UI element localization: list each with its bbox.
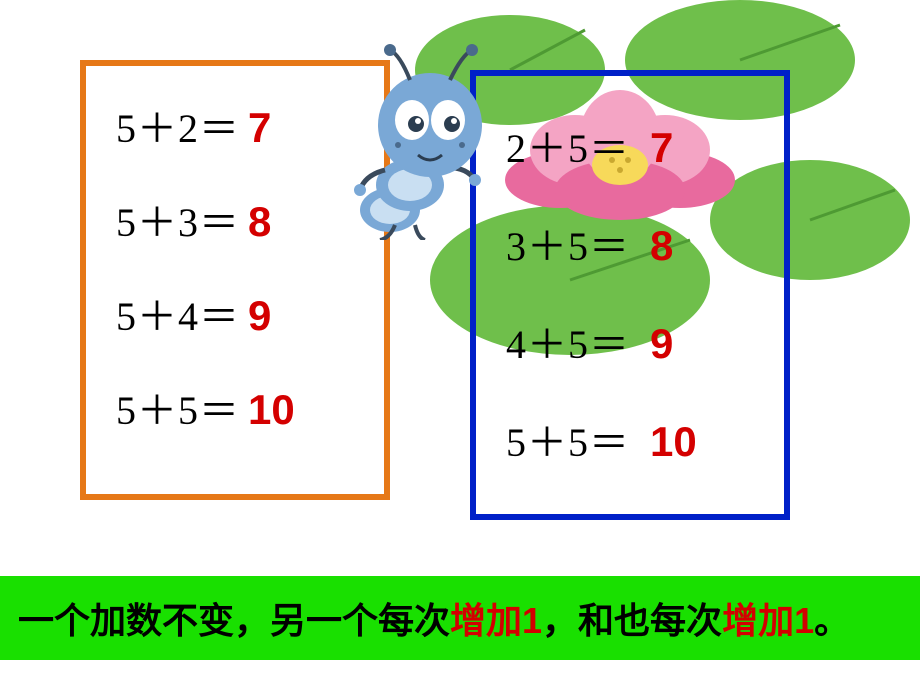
caption-text: 。 [814, 592, 850, 644]
equation-answer: 10 [248, 386, 295, 434]
equation-row: 2＋5＝ 7 [506, 116, 759, 174]
equation-row: 3＋5＝ 8 [506, 214, 759, 272]
equation-row: 5＋5＝ 10 [116, 378, 359, 436]
equation-row: 5＋2＝ 7 [116, 96, 359, 154]
equation-answer: 10 [650, 418, 697, 466]
caption-emphasis: 增加1 [722, 592, 814, 644]
equation-answer: 7 [248, 104, 271, 152]
equation-expression: 5＋2＝ [116, 96, 240, 154]
equation-expression: 5＋4＝ [116, 284, 240, 342]
equation-row: 5＋5＝ 10 [506, 410, 759, 468]
equation-row: 4＋5＝ 9 [506, 312, 759, 370]
equation-answer: 7 [650, 124, 673, 172]
caption-text: 一个加数不变，另一个每次 [18, 592, 450, 644]
cartoon-bug-illustration [340, 40, 520, 240]
equation-answer: 9 [248, 292, 271, 340]
equation-expression: 3＋5＝ [506, 214, 630, 272]
caption-text: ，和也每次 [542, 592, 722, 644]
equation-expression: 4＋5＝ [506, 312, 630, 370]
equation-expression: 5＋5＝ [506, 410, 630, 468]
equation-expression: 2＋5＝ [506, 116, 630, 174]
caption-bar: 一个加数不变，另一个每次 增加1 ，和也每次 增加1 。 [0, 576, 920, 660]
caption-emphasis: 增加1 [450, 592, 542, 644]
equation-answer: 8 [650, 222, 673, 270]
equation-expression: 5＋5＝ [116, 378, 240, 436]
equation-row: 5＋4＝ 9 [116, 284, 359, 342]
equation-answer: 8 [248, 198, 271, 246]
slide-stage: 5＋2＝ 7 5＋3＝ 8 5＋4＝ 9 5＋5＝ 10 2＋5＝ 7 3＋5＝… [0, 0, 920, 690]
equation-expression: 5＋3＝ [116, 190, 240, 248]
equation-row: 5＋3＝ 8 [116, 190, 359, 248]
equation-answer: 9 [650, 320, 673, 368]
